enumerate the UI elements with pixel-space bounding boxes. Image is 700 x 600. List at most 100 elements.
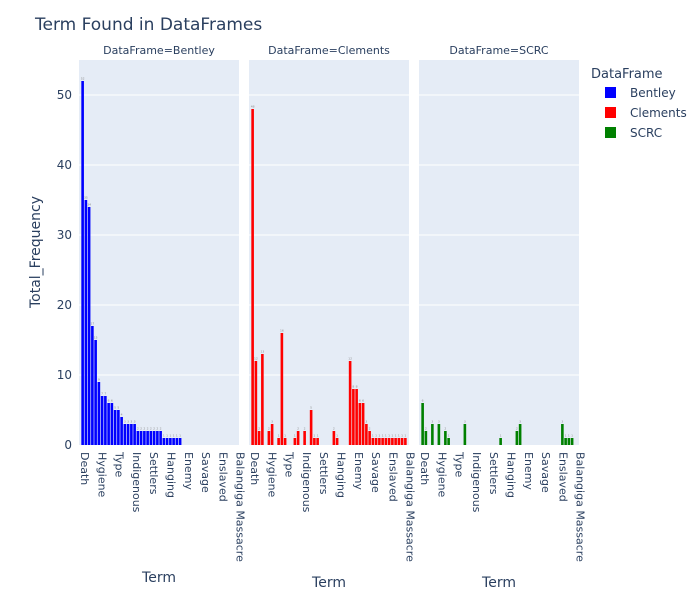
x-tick-label: Enemy xyxy=(182,452,195,490)
bar-clements xyxy=(251,109,254,445)
x-axis-title: Term xyxy=(481,575,516,591)
x-tick-label: Enemy xyxy=(522,452,535,490)
bar-clements xyxy=(381,438,384,445)
bar-clements xyxy=(257,431,261,445)
bar-scrc xyxy=(437,424,441,445)
bar-value-label: 3 xyxy=(464,420,466,424)
x-tick-label: Type xyxy=(113,451,126,477)
bar-bentley xyxy=(165,438,169,445)
bar-value-label: 1 xyxy=(398,434,400,438)
y-axis: 0 10 20 30 40 50 xyxy=(57,88,72,452)
x-tick-label: Savage xyxy=(199,452,212,493)
bar-value-label: 3 xyxy=(365,420,367,424)
bar-clements xyxy=(261,354,264,445)
x-tick-label: Balangiga Massacre xyxy=(234,452,247,562)
bar-value-label: 1 xyxy=(278,434,280,438)
bar-bentley xyxy=(81,81,84,445)
bar-value-label: 2 xyxy=(160,427,162,431)
bar-value-label: 35 xyxy=(84,196,88,200)
legend-swatch-bentley xyxy=(605,87,616,98)
bar-scrc xyxy=(444,431,447,445)
bar-bentley xyxy=(162,438,166,445)
x-tick-label: Hanging xyxy=(505,452,518,498)
bar-clements xyxy=(397,438,401,445)
bar-scrc xyxy=(561,424,564,445)
legend-title: DataFrame xyxy=(591,67,663,82)
bar-value-label: 12 xyxy=(254,357,258,361)
x-tick-label: Balangiga Massacre xyxy=(404,452,417,562)
bar-value-label: 1 xyxy=(336,434,338,438)
bar-clements xyxy=(267,431,271,445)
bar-bentley xyxy=(87,207,91,445)
x-tick-label: Indigenous xyxy=(470,452,483,513)
bar-bentley xyxy=(120,417,123,445)
x-tick-label: Hanging xyxy=(335,452,348,498)
bar-clements xyxy=(394,438,397,445)
bar-value-label: 1 xyxy=(571,434,573,438)
bar-scrc xyxy=(447,438,450,445)
bar-value-label: 1 xyxy=(388,434,390,438)
bar-clements xyxy=(361,403,365,445)
bar-bentley xyxy=(172,438,175,445)
bar-value-label: 34 xyxy=(87,203,91,207)
bar-scrc xyxy=(421,403,424,445)
x-tick-label: Savage xyxy=(369,452,382,493)
bar-bentley xyxy=(130,424,133,445)
bar-value-label: 1 xyxy=(166,434,168,438)
bar-value-label: 2 xyxy=(258,427,260,431)
bar-scrc xyxy=(515,431,519,445)
bar-scrc xyxy=(424,431,428,445)
bar-clements xyxy=(378,438,381,445)
bar-value-label: 3 xyxy=(519,420,521,424)
y-tick-label: 50 xyxy=(57,88,72,102)
bar-bentley xyxy=(84,200,88,445)
x-tick-label: Balangiga Massacre xyxy=(574,452,587,562)
bar-clements xyxy=(404,438,407,445)
bar-value-label: 6 xyxy=(111,399,113,403)
x-tick-label: Type xyxy=(453,451,466,477)
bar-bentley xyxy=(110,403,114,445)
bar-scrc xyxy=(570,438,574,445)
bar-scrc xyxy=(463,424,467,445)
bar-value-label: 2 xyxy=(153,427,155,431)
bar-clements xyxy=(391,438,394,445)
bar-value-label: 1 xyxy=(395,434,397,438)
bar-value-label: 7 xyxy=(101,392,103,396)
bar-value-label: 3 xyxy=(438,420,440,424)
bar-value-label: 3 xyxy=(134,420,136,424)
bar-value-label: 2 xyxy=(516,427,518,431)
bar-value-label: 5 xyxy=(114,406,116,410)
bar-value-label: 1 xyxy=(284,434,286,438)
bar-clements xyxy=(283,438,287,445)
bar-value-label: 7 xyxy=(104,392,106,396)
bar-value-label: 2 xyxy=(143,427,145,431)
bar-value-label: 2 xyxy=(140,427,142,431)
bar-value-label: 48 xyxy=(251,105,255,109)
bar-clements xyxy=(277,438,280,445)
bar-value-label: 17 xyxy=(90,322,94,326)
x-tick-label: Death xyxy=(78,452,91,485)
legend: DataFrame Bentley Clements SCRC xyxy=(591,67,687,140)
bar-value-label: 1 xyxy=(404,434,406,438)
bar-value-label: 1 xyxy=(500,434,502,438)
bar-value-label: 3 xyxy=(271,420,273,424)
bar-clements xyxy=(335,438,339,445)
bar-value-label: 1 xyxy=(568,434,570,438)
bar-bentley xyxy=(175,438,179,445)
legend-swatch-scrc xyxy=(605,127,616,138)
bar-value-label: 1 xyxy=(565,434,567,438)
plot-background xyxy=(79,60,239,445)
bar-value-label: 1 xyxy=(169,434,171,438)
bar-bentley xyxy=(178,438,182,445)
bar-value-label: 2 xyxy=(425,427,427,431)
legend-label-bentley: Bentley xyxy=(630,86,676,100)
bar-bentley xyxy=(159,431,162,445)
bar-value-label: 1 xyxy=(173,434,175,438)
bar-value-label: 6 xyxy=(422,399,424,403)
bar-scrc xyxy=(564,438,567,445)
bar-clements xyxy=(400,438,404,445)
bar-bentley xyxy=(107,403,110,445)
